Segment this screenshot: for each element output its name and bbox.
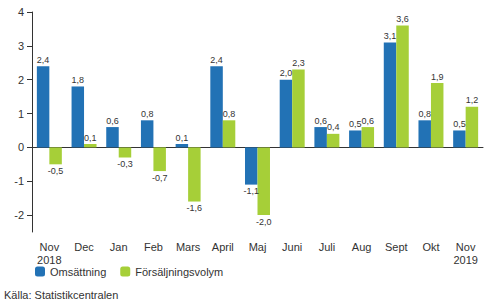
svg-text:3: 3 xyxy=(18,40,24,52)
svg-text:Nov: Nov xyxy=(456,241,476,253)
svg-text:1,8: 1,8 xyxy=(72,75,85,85)
svg-text:-1,1: -1,1 xyxy=(243,186,259,196)
svg-text:0: 0 xyxy=(18,141,24,153)
svg-text:Okt: Okt xyxy=(422,241,439,253)
svg-text:April: April xyxy=(212,241,234,253)
svg-text:-1,6: -1,6 xyxy=(187,203,203,213)
svg-text:2,4: 2,4 xyxy=(210,55,223,65)
svg-text:Maj: Maj xyxy=(249,241,267,253)
svg-text:3,6: 3,6 xyxy=(396,14,409,24)
svg-text:0,1: 0,1 xyxy=(84,133,97,143)
svg-text:2: 2 xyxy=(18,74,24,86)
svg-text:2,0: 2,0 xyxy=(280,68,293,78)
svg-text:-0,5: -0,5 xyxy=(48,166,64,176)
svg-text:2018: 2018 xyxy=(37,254,61,266)
svg-text:-2: -2 xyxy=(14,209,24,221)
svg-text:2,3: 2,3 xyxy=(292,58,305,68)
svg-text:0,5: 0,5 xyxy=(453,119,466,129)
svg-text:Jan: Jan xyxy=(110,241,128,253)
svg-text:0,8: 0,8 xyxy=(223,109,236,119)
svg-text:Dec: Dec xyxy=(74,241,94,253)
svg-text:0,6: 0,6 xyxy=(106,116,119,126)
svg-text:0,6: 0,6 xyxy=(362,116,375,126)
svg-text:Juli: Juli xyxy=(319,241,336,253)
svg-text:1: 1 xyxy=(18,108,24,120)
svg-text:1,9: 1,9 xyxy=(431,72,444,82)
svg-text:Sept: Sept xyxy=(385,241,408,253)
svg-text:0,5: 0,5 xyxy=(349,119,362,129)
svg-text:0,8: 0,8 xyxy=(141,109,154,119)
svg-text:3,1: 3,1 xyxy=(384,31,397,41)
svg-text:-1: -1 xyxy=(14,175,24,187)
svg-text:-2,0: -2,0 xyxy=(256,217,272,227)
svg-text:Feb: Feb xyxy=(144,241,163,253)
svg-text:4: 4 xyxy=(18,6,24,18)
svg-text:-0,3: -0,3 xyxy=(117,159,133,169)
svg-text:0,4: 0,4 xyxy=(327,122,340,132)
svg-text:2,4: 2,4 xyxy=(37,55,50,65)
svg-text:Juni: Juni xyxy=(282,241,302,253)
svg-text:Försäljningsvolym: Försäljningsvolym xyxy=(135,266,223,278)
svg-text:1,2: 1,2 xyxy=(466,95,479,105)
svg-text:0,1: 0,1 xyxy=(176,133,189,143)
svg-text:-0,7: -0,7 xyxy=(152,173,168,183)
svg-text:Källa: Statistikcentralen: Källa: Statistikcentralen xyxy=(4,289,118,301)
svg-text:2019: 2019 xyxy=(453,254,477,266)
svg-text:Mars: Mars xyxy=(176,241,201,253)
svg-text:0,6: 0,6 xyxy=(314,116,327,126)
svg-text:Aug: Aug xyxy=(352,241,372,253)
svg-text:0,8: 0,8 xyxy=(418,109,431,119)
svg-text:Nov: Nov xyxy=(40,241,60,253)
svg-text:Omsättning: Omsättning xyxy=(50,266,106,278)
